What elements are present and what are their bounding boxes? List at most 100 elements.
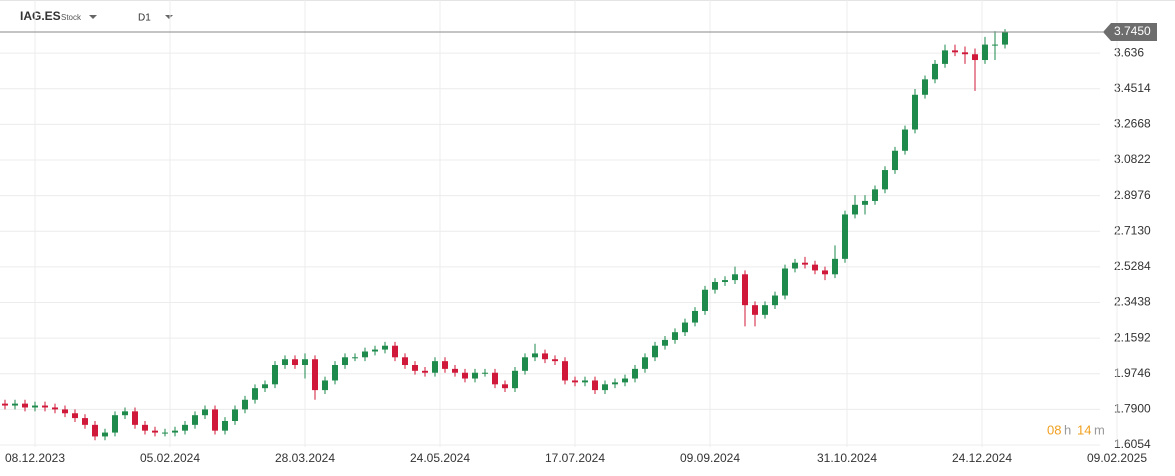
- y-tick-label: 3.4514: [1114, 81, 1151, 95]
- candle-body: [772, 295, 778, 306]
- candle-body: [932, 63, 938, 80]
- y-tick-label: 3.0822: [1114, 152, 1151, 166]
- y-tick-label: 2.5284: [1114, 259, 1151, 273]
- y-tick-label: 1.9746: [1114, 366, 1151, 380]
- candle-body: [1002, 32, 1008, 45]
- candle-body: [412, 365, 418, 371]
- candle-body: [692, 310, 698, 323]
- candle-body: [52, 407, 58, 410]
- candle-body: [342, 357, 348, 366]
- candle-body: [942, 50, 948, 64]
- candle-body: [762, 305, 768, 315]
- candle-body: [42, 405, 48, 408]
- candle-body: [92, 424, 98, 437]
- candle-body: [402, 357, 408, 366]
- candle-body: [542, 353, 548, 360]
- x-tick-label: 24.12.2024: [952, 451, 1012, 465]
- y-tick-label: 2.7130: [1114, 223, 1151, 237]
- interval-dropdown[interactable]: [165, 15, 173, 19]
- candle-body: [452, 368, 458, 373]
- candle-body: [862, 200, 868, 205]
- candle-body: [552, 359, 558, 362]
- candle-body: [422, 370, 428, 373]
- candle-body: [612, 382, 618, 385]
- candle-body: [2, 403, 8, 406]
- candle-body: [132, 411, 138, 425]
- symbol-dropdown[interactable]: [89, 15, 97, 19]
- candle-body: [102, 432, 108, 437]
- candle-body: [702, 289, 708, 311]
- candle-body: [282, 359, 288, 366]
- candle-body: [882, 170, 888, 190]
- x-tick-label: 08.12.2023: [5, 451, 65, 465]
- y-tick-label: 3.2668: [1114, 117, 1151, 131]
- x-tick-label: 28.03.2024: [275, 451, 335, 465]
- candle-body: [332, 365, 338, 381]
- x-tick-label: 31.10.2024: [817, 451, 877, 465]
- candle-body: [842, 214, 848, 259]
- candle-body: [582, 380, 588, 383]
- candle-body: [722, 280, 728, 283]
- candle-body: [472, 372, 478, 379]
- candle-body: [832, 258, 838, 275]
- candle-body: [872, 189, 878, 201]
- candle-body: [322, 380, 328, 391]
- interval[interactable]: D1: [138, 13, 151, 24]
- timer-hours-unit: h: [1064, 422, 1071, 437]
- candle-body: [672, 332, 678, 340]
- y-tick-label: 2.1592: [1114, 330, 1151, 344]
- candle-body: [312, 359, 318, 391]
- candle-body: [142, 424, 148, 431]
- candle-body: [752, 305, 758, 315]
- candle-body: [172, 430, 178, 433]
- last-price-tag: [1103, 23, 1157, 42]
- plot-area: 1.6054 1.7900 1.9746 2.1592 2.3438 2.5284 2.71…: [0, 0, 1157, 465]
- candle-body: [952, 50, 958, 53]
- candle-body: [782, 268, 788, 296]
- candle-body: [262, 384, 268, 389]
- candle-body: [992, 44, 998, 46]
- candle-body: [522, 357, 528, 371]
- candle-body: [822, 270, 828, 275]
- candle-body: [742, 274, 748, 306]
- candle-body: [462, 372, 468, 379]
- candle-body: [652, 345, 658, 358]
- candle-body: [962, 52, 968, 55]
- candle-body: [112, 415, 118, 433]
- candle-body: [492, 372, 498, 385]
- candle-body: [192, 415, 198, 425]
- candle-body: [592, 380, 598, 391]
- symbol[interactable]: IAG.ES: [20, 9, 61, 23]
- candle-body: [182, 424, 188, 431]
- candle-body: [622, 378, 628, 383]
- x-tick-label: 17.07.2024: [545, 451, 605, 465]
- candle-body: [392, 345, 398, 358]
- candle-body: [982, 44, 988, 61]
- candle-body: [292, 359, 298, 366]
- candle-body: [602, 384, 608, 391]
- candle-body: [62, 409, 68, 414]
- timer-minutes: 14: [1077, 422, 1091, 437]
- candle-body: [22, 403, 28, 408]
- y-tick-label: 1.7900: [1114, 402, 1151, 416]
- candle-body: [382, 345, 388, 350]
- y-tick-label: 1.6054: [1114, 437, 1151, 451]
- candle-body: [922, 79, 928, 95]
- x-tick-label: 09.09.2024: [680, 451, 740, 465]
- candle-body: [682, 322, 688, 333]
- candle-body: [242, 399, 248, 410]
- candle-body: [562, 361, 568, 381]
- timer-minutes-unit: m: [1094, 422, 1105, 437]
- x-tick-label: 05.02.2024: [140, 451, 200, 465]
- candle-body: [222, 420, 228, 431]
- candle-body: [252, 388, 258, 400]
- candle-body: [512, 370, 518, 389]
- candle-body: [852, 204, 858, 215]
- candle-body: [12, 403, 18, 406]
- candle-body: [792, 262, 798, 269]
- candle-body: [892, 150, 898, 171]
- candle-body: [82, 418, 88, 425]
- candle-body: [972, 54, 978, 61]
- candle-body: [902, 129, 908, 151]
- y-tick-label: 2.8976: [1114, 188, 1151, 202]
